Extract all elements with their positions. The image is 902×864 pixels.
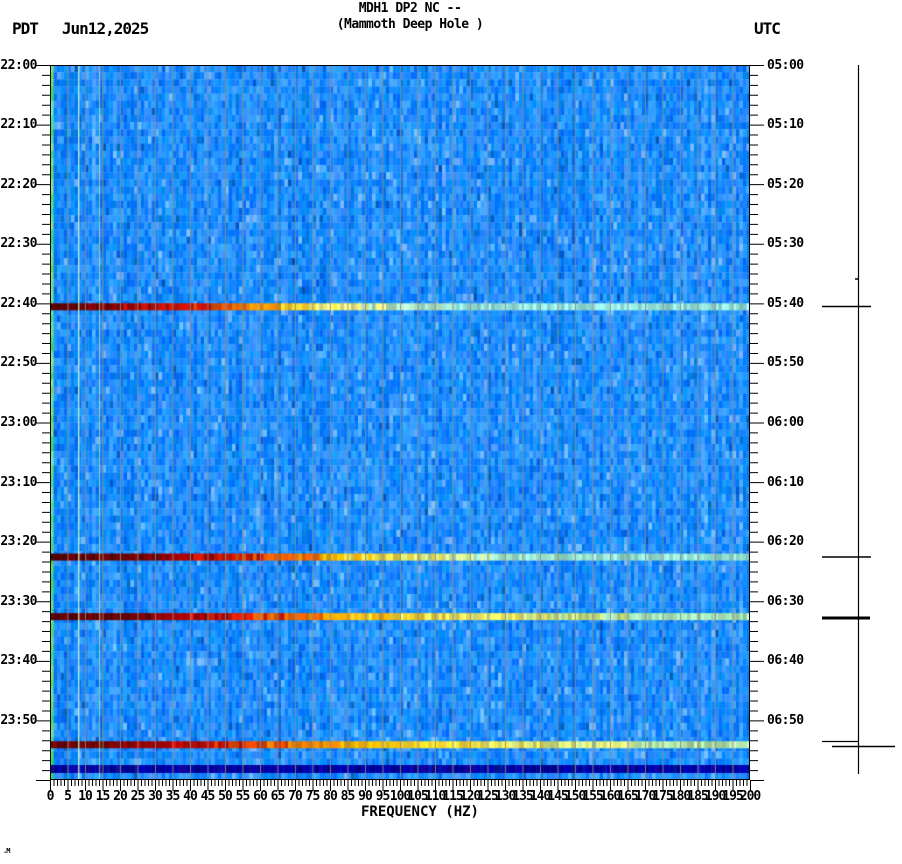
freq-tick-label: 70 — [288, 789, 303, 804]
freq-tick-label: 25 — [130, 789, 146, 804]
freq-tick-label: 95 — [375, 789, 391, 804]
freq-tick-label: 80 — [323, 789, 338, 804]
right-time-label: 05:30 — [767, 236, 804, 252]
title-line2: (Mammoth Deep Hole ) — [336, 17, 484, 32]
freq-tick-label: 85 — [340, 789, 356, 804]
freq-tick-label: 50 — [218, 789, 233, 804]
freq-tick-label: 195 — [722, 789, 743, 804]
freq-tick-label: 10 — [78, 789, 93, 804]
freq-tick-label: 170 — [634, 789, 656, 804]
freq-tick-label: 125 — [477, 789, 498, 804]
freq-tick-label: 155 — [582, 789, 603, 804]
freq-tick-label: 90 — [358, 789, 373, 804]
freq-tick-label: 15 — [95, 789, 111, 804]
right-time-label: 06:40 — [767, 653, 804, 669]
left-time-label: 22:30 — [0, 236, 37, 252]
freq-tick-label: 200 — [739, 789, 761, 804]
freq-tick-label: 20 — [113, 789, 128, 804]
freq-tick-label: 110 — [424, 789, 446, 804]
header-left: PDT Jun12,2025 — [12, 19, 149, 38]
freq-tick-label: 0 — [46, 789, 55, 804]
freq-tick-label: 45 — [200, 789, 216, 804]
right-time-label: 06:00 — [767, 415, 804, 430]
freq-tick-label: 145 — [547, 789, 568, 804]
freq-tick-label: 185 — [687, 789, 708, 804]
freq-tick-label: 135 — [512, 789, 533, 804]
right-time-label: 05:20 — [767, 176, 804, 192]
right-time-label: 06:30 — [767, 593, 804, 609]
freq-tick-label: 75 — [305, 789, 321, 804]
freq-tick-label: 100 — [389, 789, 411, 804]
timezone-left-label: PDT — [12, 19, 39, 38]
freq-tick-label: 35 — [165, 789, 181, 804]
left-time-label: 22:20 — [0, 176, 37, 192]
right-time-label: 06:10 — [767, 474, 804, 490]
freq-tick-label: 65 — [270, 789, 286, 804]
freq-tick-label: 5 — [64, 789, 72, 804]
left-time-label: 23:40 — [0, 653, 37, 669]
freq-tick-label: 150 — [564, 789, 586, 804]
plot-title: MDH1 DP2 NC -- (Mammoth Deep Hole ) — [255, 1, 565, 33]
freq-tick-label: 30 — [148, 789, 163, 804]
freq-tick-label: 120 — [459, 789, 481, 804]
x-axis-title: FREQUENCY (HZ) — [360, 804, 479, 820]
left-time-label: 23:00 — [0, 415, 37, 430]
left-time-label: 22:50 — [0, 355, 37, 371]
right-time-label: 05:10 — [767, 117, 804, 133]
left-time-label: 22:10 — [0, 117, 37, 133]
spectrogram-canvas — [50, 65, 750, 780]
right-time-label: 05:40 — [767, 295, 804, 311]
left-time-label: 23:20 — [0, 534, 37, 550]
left-time-label: 22:00 — [0, 57, 37, 73]
corner-watermark: .M — [3, 847, 11, 855]
right-time-label: 05:00 — [767, 57, 804, 73]
freq-tick-label: 55 — [235, 789, 251, 804]
left-time-label: 23:30 — [0, 593, 37, 609]
title-line1: MDH1 DP2 NC -- — [358, 1, 462, 16]
timezone-right-label: UTC — [754, 19, 781, 38]
date-label: Jun12,2025 — [61, 19, 149, 38]
right-time-label: 06:50 — [767, 712, 804, 728]
left-time-label: 22:40 — [0, 295, 37, 311]
freq-tick-label: 140 — [529, 789, 551, 804]
freq-tick-label: 190 — [704, 789, 726, 804]
freq-tick-label: 175 — [652, 789, 673, 804]
right-time-label: 06:20 — [767, 534, 804, 550]
freq-tick-label: 160 — [599, 789, 621, 804]
right-time-label: 05:50 — [767, 355, 804, 371]
freq-tick-label: 165 — [617, 789, 638, 804]
left-time-label: 23:10 — [0, 474, 37, 490]
freq-tick-label: 180 — [669, 789, 691, 804]
freq-tick-label: 60 — [253, 789, 268, 804]
left-time-label: 23:50 — [0, 712, 37, 728]
freq-tick-label: 130 — [494, 789, 516, 804]
freq-tick-label: 40 — [183, 789, 198, 804]
freq-tick-label: 115 — [442, 789, 463, 804]
freq-tick-label: 105 — [407, 789, 428, 804]
